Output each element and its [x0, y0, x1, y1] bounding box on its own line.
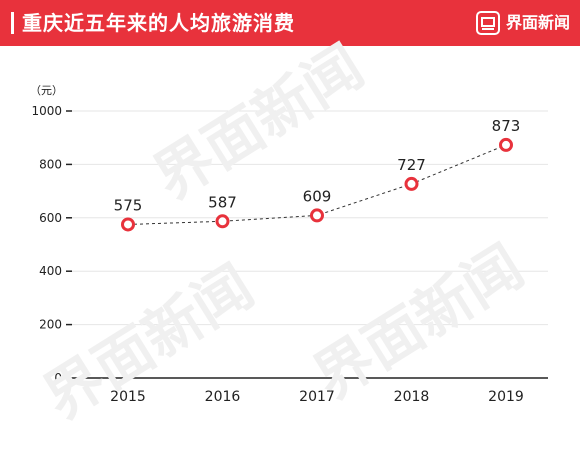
data-label: 575: [114, 196, 143, 214]
y-tick-label: 800: [39, 157, 62, 171]
data-label: 587: [208, 193, 237, 211]
data-point: [499, 137, 513, 152]
chart-title: 重庆近五年来的人均旅游消费: [22, 11, 295, 35]
x-tick-label: 2015: [110, 389, 146, 405]
data-label: 873: [492, 117, 521, 135]
y-tick-label: 1000: [31, 104, 62, 118]
y-tick-label: 600: [39, 211, 62, 225]
chart-area: 界面新闻 界面新闻 界面新闻 0 200 400 600 800 1000 （元） 2015 2…: [0, 32, 580, 449]
x-tick-label: 2018: [394, 389, 430, 405]
data-point: [215, 214, 230, 229]
x-tick-label: 2019: [488, 389, 524, 405]
x-tick-label: 2016: [205, 389, 241, 405]
data-label: 727: [397, 156, 426, 174]
data-label: 609: [303, 187, 332, 205]
data-point: [121, 217, 135, 232]
brand-name: 界面新闻: [505, 13, 570, 32]
y-tick-label: 200: [39, 318, 62, 332]
line-chart: 0 200 400 600 800 1000 （元） 2015 2016 2017 2018 2019…: [30, 84, 548, 405]
x-tick-label: 2017: [299, 389, 335, 405]
header-bar: 重庆近五年来的人均旅游消费 界面新闻: [0, 0, 580, 46]
title-accent-bar: [11, 12, 14, 34]
jiemian-logo-icon: [475, 11, 500, 35]
data-point: [404, 176, 419, 191]
brand: 界面新闻: [475, 10, 570, 36]
y-axis-label: （元）: [30, 84, 63, 97]
data-point: [310, 208, 324, 223]
y-tick-label: 400: [39, 264, 62, 278]
y-tick-label: 0: [54, 371, 62, 385]
